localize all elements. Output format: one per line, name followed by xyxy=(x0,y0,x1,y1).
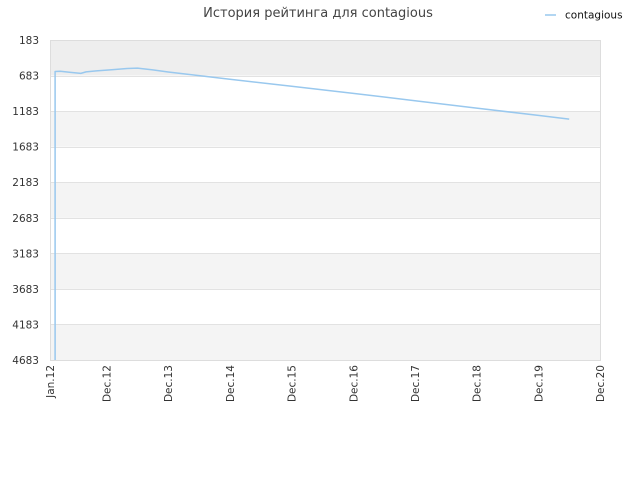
plot-frame xyxy=(50,40,601,361)
y-tick-label: 1683 xyxy=(12,142,39,154)
y-tick-label: 2683 xyxy=(12,213,39,225)
x-tick-label: Dec.18 xyxy=(472,365,484,402)
x-tick-label: Dec.20 xyxy=(595,365,607,402)
x-tick-label: Dec.12 xyxy=(102,365,114,402)
legend-label-contagious: contagious xyxy=(565,10,623,22)
y-tick-label: 4183 xyxy=(12,319,39,331)
chart-title: История рейтинга для contagious xyxy=(203,6,433,21)
plot-bands xyxy=(50,40,600,360)
plot-band xyxy=(50,324,600,360)
y-tick-label: 683 xyxy=(19,71,39,83)
x-tick-label: Dec.17 xyxy=(410,365,422,402)
series-layer xyxy=(54,67,570,360)
x-tick-label: Dec.19 xyxy=(533,365,545,402)
plot-band xyxy=(50,40,600,76)
x-axis-ticks: Jan.12 Dec.12 Dec.13 Dec.14 Dec.15 Dec.16 Dec.… xyxy=(45,365,607,402)
y-tick-label: 183 xyxy=(19,35,39,47)
y-tick-label: 3183 xyxy=(12,248,39,260)
plot-band xyxy=(50,182,600,218)
plot-band xyxy=(50,253,600,289)
x-tick-label: Dec.16 xyxy=(348,365,360,402)
x-tick-label: Dec.14 xyxy=(225,365,237,402)
plot-band xyxy=(50,111,600,147)
y-tick-label: 2183 xyxy=(12,177,39,189)
legend: contagious xyxy=(545,10,623,22)
y-tick-label: 4683 xyxy=(12,355,39,367)
x-tick-label: Dec.13 xyxy=(163,365,175,402)
y-axis-ticks: 183 683 1183 1683 2183 2683 3183 3683 4183 4683 xyxy=(12,35,39,367)
series-line-contagious xyxy=(54,67,570,360)
x-tick-label: Dec.15 xyxy=(287,365,299,402)
y-tick-label: 3683 xyxy=(12,284,39,296)
x-tick-label: Jan.12 xyxy=(45,365,57,399)
y-tick-label: 1183 xyxy=(12,106,39,118)
